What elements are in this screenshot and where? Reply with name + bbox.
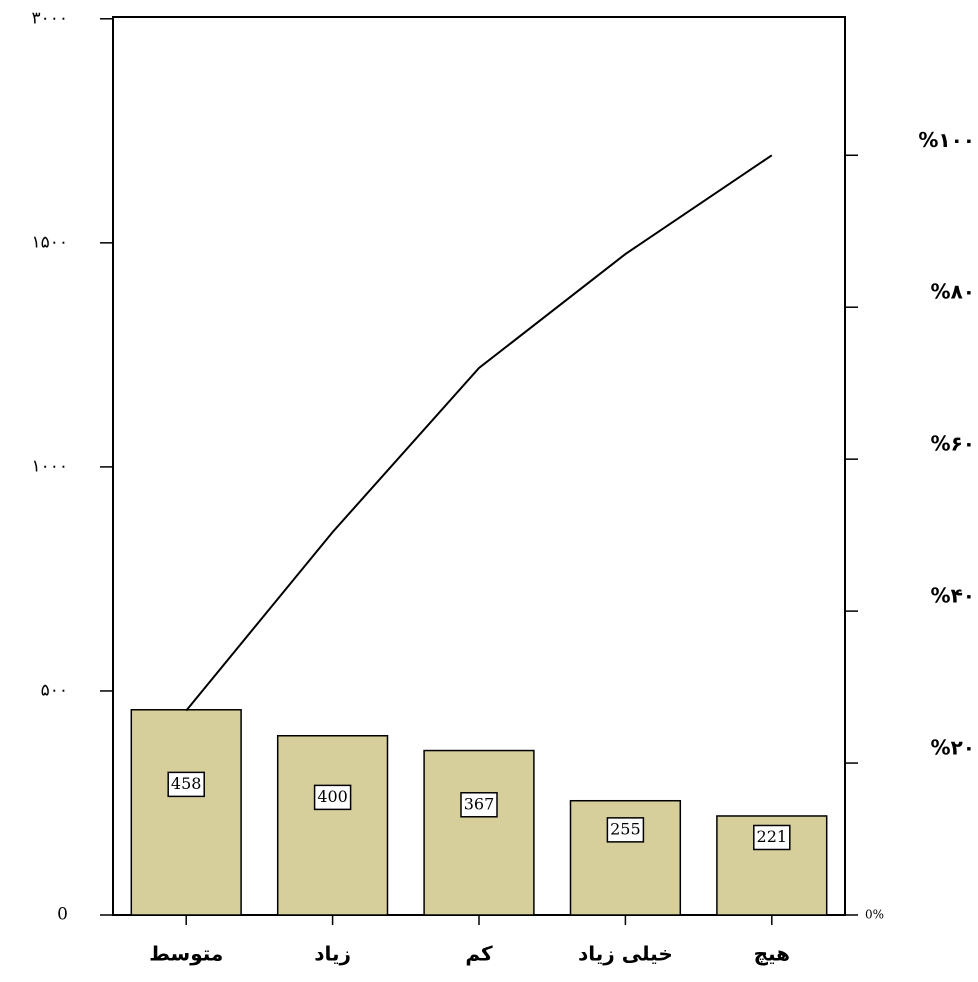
value-label-box <box>606 817 645 843</box>
value-label-box <box>167 771 205 798</box>
y-tick-label: 0 <box>57 905 68 925</box>
value-label-box <box>753 824 791 851</box>
x-tick-label: خیلی زیاد <box>578 942 673 966</box>
y-tick-label: ۳۰۰۰ <box>31 8 68 28</box>
y2-tick-label: 0% <box>865 908 884 922</box>
value-label: 400 <box>317 787 348 806</box>
x-tick-label: هیچ <box>754 942 790 966</box>
x-tick-label: کم <box>465 942 493 966</box>
value-label: 255 <box>610 819 641 838</box>
bar <box>276 735 389 916</box>
y2-tick-label: %۲۰ <box>931 736 975 760</box>
bar <box>130 709 242 916</box>
y2-tick-label: %۴۰ <box>931 584 975 608</box>
y2-tick-label: %۱۰۰ <box>918 128 975 152</box>
value-label: 458 <box>171 774 202 793</box>
y-tick-label: ۵۰۰ <box>41 680 68 700</box>
y-tick-label: ۱۰۰۰ <box>31 456 68 476</box>
value-label-box <box>460 792 498 818</box>
value-label: 367 <box>464 794 495 813</box>
bar <box>423 749 535 916</box>
value-label-box <box>313 784 352 811</box>
cumulative-line <box>185 154 773 712</box>
y2-tick-label: %۸۰ <box>931 280 975 304</box>
x-tick-label: متوسط <box>149 942 223 966</box>
x-tick-label: زیاد <box>314 942 351 966</box>
y2-tick-label: %۶۰ <box>931 432 975 456</box>
value-label: 221 <box>757 827 788 846</box>
y-tick-label: ۱۵۰۰ <box>31 232 68 252</box>
